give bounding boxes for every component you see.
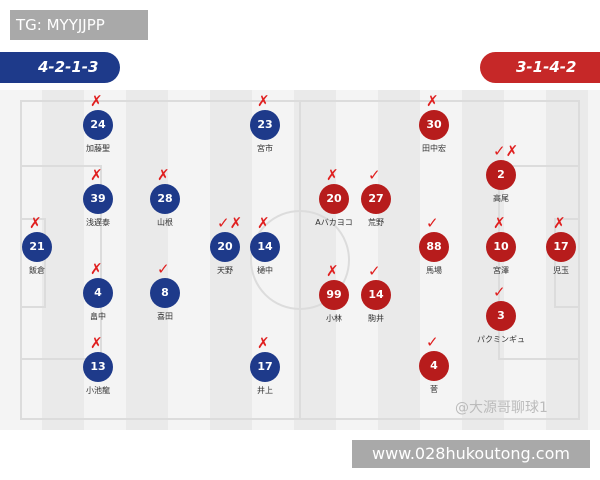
watermark: @大源哥聊球1: [455, 400, 548, 416]
player-blue: ✗ 17 井上: [235, 334, 295, 396]
player-number: 2: [486, 160, 516, 190]
player-name: 井上: [257, 386, 273, 395]
player-number: 3: [486, 301, 516, 331]
center-circle: [250, 210, 350, 310]
player-blue: ✗ 14 樋中: [235, 214, 295, 276]
away-formation: 3-1-4-2: [480, 52, 600, 83]
rating-mark-icon: ✗: [326, 166, 339, 184]
player-name: 樋中: [257, 266, 273, 275]
rating-mark-icon: ✓: [493, 283, 506, 301]
player-number: 20: [210, 232, 240, 262]
player-number: 14: [250, 232, 280, 262]
rating-mark-icon: ✓: [157, 260, 170, 278]
player-number: 99: [319, 280, 349, 310]
url-label: www.028hukoutong.com: [352, 440, 590, 468]
right-goal-box: [554, 218, 580, 308]
player-name: 駒井: [368, 314, 384, 323]
rating-mark-icon: ✗: [157, 166, 170, 184]
player-blue: ✓ 8 喜田: [135, 260, 195, 322]
player-red: ✗ 30 田中宏: [404, 92, 464, 154]
rating-mark-icon: ✗: [493, 214, 506, 232]
rating-mark-icon: ✗: [90, 166, 103, 184]
player-number: 10: [486, 232, 516, 262]
player-blue: ✗ 13 小池龍: [68, 334, 128, 396]
player-blue: ✗ 23 宮市: [235, 92, 295, 154]
player-number: 88: [419, 232, 449, 262]
rating-mark-icon: ✓✗: [217, 214, 243, 232]
rating-mark-icon: ✗: [257, 92, 270, 110]
player-name: 宮市: [257, 144, 273, 153]
player-red: ✓ 14 駒井: [346, 262, 406, 324]
player-number: 4: [419, 351, 449, 381]
rating-mark-icon: ✗: [257, 214, 270, 232]
player-name: Aバカヨコ: [315, 218, 353, 227]
rating-mark-icon: ✗: [326, 262, 339, 280]
player-red: ✗ 20 Aバカヨコ: [304, 166, 364, 228]
rating-mark-icon: ✓: [368, 166, 381, 184]
player-red: ✓ 88 馬場: [404, 214, 464, 276]
rating-mark-icon: ✗: [257, 334, 270, 352]
player-red: ✓ 4 菅: [404, 333, 464, 395]
rating-mark-icon: ✗: [90, 260, 103, 278]
player-name: 喜田: [157, 312, 173, 321]
player-number: 17: [250, 352, 280, 382]
player-number: 30: [419, 110, 449, 140]
player-name: 高尾: [493, 194, 509, 203]
player-blue: ✓✗ 20 天野: [195, 214, 255, 276]
player-blue: ✗ 24 加藤聖: [68, 92, 128, 154]
player-number: 28: [150, 184, 180, 214]
rating-mark-icon: ✗: [29, 214, 42, 232]
player-number: 21: [22, 232, 52, 262]
rating-mark-icon: ✓: [368, 262, 381, 280]
player-number: 4: [83, 278, 113, 308]
player-red: ✗ 17 児玉: [531, 214, 591, 276]
player-name: 児玉: [553, 266, 569, 275]
player-blue: ✗ 21 飯倉: [7, 214, 67, 276]
player-number: 23: [250, 110, 280, 140]
rating-mark-icon: ✗: [90, 92, 103, 110]
player-name: 菅: [430, 385, 438, 394]
player-name: 畠中: [90, 312, 106, 321]
rating-mark-icon: ✗: [553, 214, 566, 232]
player-number: 20: [319, 184, 349, 214]
rating-mark-icon: ✓✗: [493, 142, 519, 160]
player-blue: ✗ 28 山根: [135, 166, 195, 228]
tg-label: TG: MYYJJPP: [10, 10, 148, 40]
player-name: 加藤聖: [86, 144, 110, 153]
player-number: 13: [83, 352, 113, 382]
player-name: 小池龍: [86, 386, 110, 395]
player-number: 27: [361, 184, 391, 214]
home-formation: 4-2-1-3: [0, 52, 120, 83]
player-name: 浅遅泰: [86, 218, 110, 227]
player-number: 8: [150, 278, 180, 308]
rating-mark-icon: ✗: [90, 334, 103, 352]
rating-mark-icon: ✓: [426, 333, 439, 351]
player-name: 小林: [326, 314, 342, 323]
player-name: 山根: [157, 218, 173, 227]
player-name: 馬場: [426, 266, 442, 275]
player-name: 荒野: [368, 218, 384, 227]
player-number: 24: [83, 110, 113, 140]
player-name: 天野: [217, 266, 233, 275]
player-number: 14: [361, 280, 391, 310]
player-red: ✗ 99 小林: [304, 262, 364, 324]
player-blue: ✗ 4 畠中: [68, 260, 128, 322]
player-blue: ✗ 39 浅遅泰: [68, 166, 128, 228]
rating-mark-icon: ✓: [426, 214, 439, 232]
left-goal-box: [20, 218, 46, 308]
player-red: ✓ 27 荒野: [346, 166, 406, 228]
player-number: 39: [83, 184, 113, 214]
player-name: パクミンギュ: [477, 335, 525, 344]
player-name: 飯倉: [29, 266, 45, 275]
rating-mark-icon: ✗: [426, 92, 439, 110]
player-red: ✗ 10 宮澤: [471, 214, 531, 276]
player-name: 宮澤: [493, 266, 509, 275]
player-name: 田中宏: [422, 144, 446, 153]
player-red: ✓✗ 2 高尾: [471, 142, 531, 204]
player-red: ✓ 3 パクミンギュ: [471, 283, 531, 345]
player-number: 17: [546, 232, 576, 262]
